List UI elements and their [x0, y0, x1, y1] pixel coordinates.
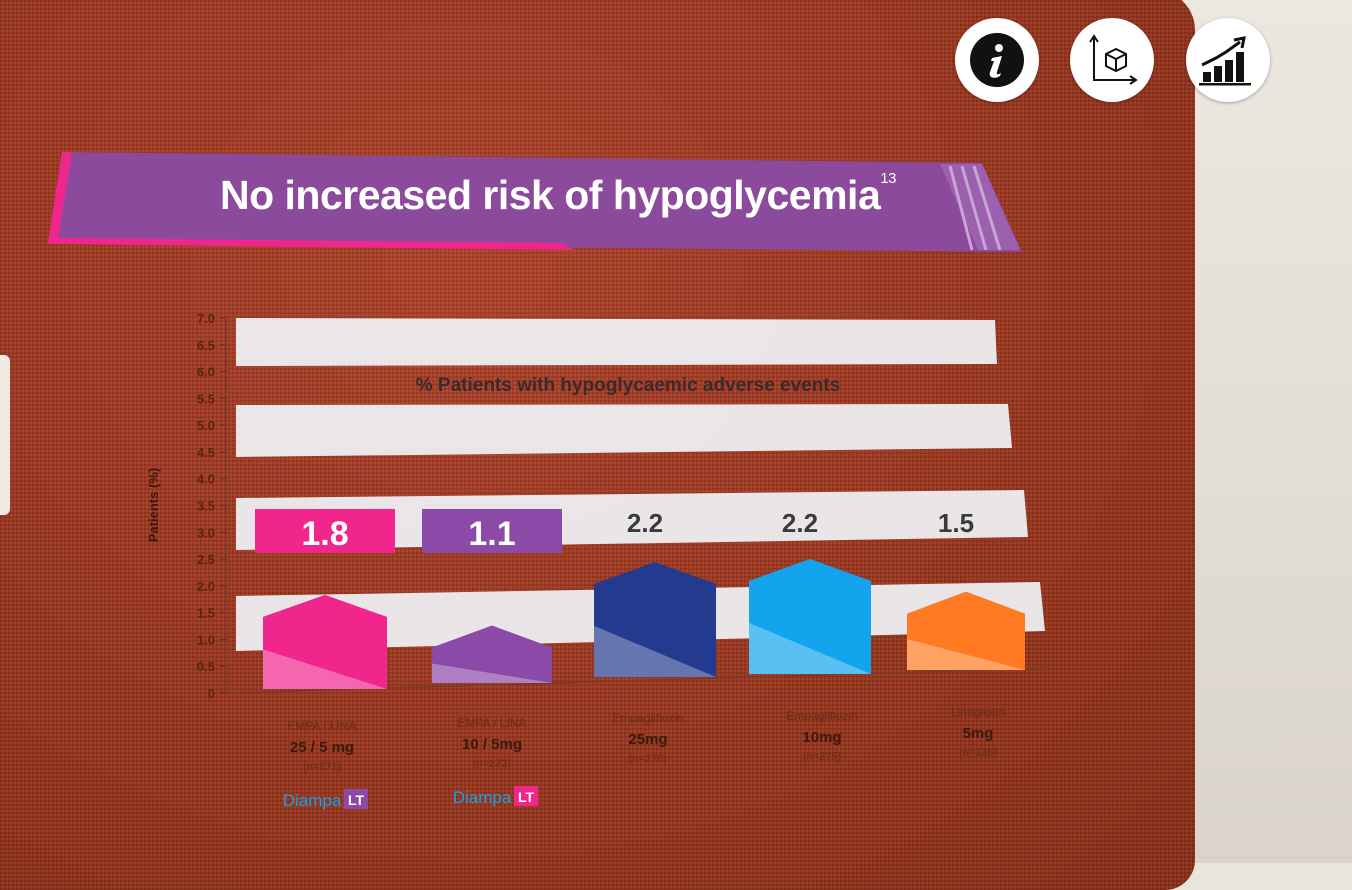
info-icon: [970, 33, 1024, 87]
y-tick-label: 3.5: [197, 499, 215, 514]
y-tick-label: 0: [208, 686, 215, 701]
category-n: (n=135): [959, 747, 997, 759]
chart-view-button[interactable]: [1186, 18, 1270, 102]
background-object: [0, 355, 10, 515]
bar: [907, 591, 1025, 670]
brand-badge: [514, 786, 538, 806]
y-tick-label: 3.0: [197, 525, 215, 540]
brand-logo: Diampa: [283, 791, 342, 810]
category-n: (n=271): [303, 761, 341, 773]
y-tick-label: 5.0: [197, 418, 215, 433]
category-name: Linagliptin: [951, 705, 1005, 719]
brand-logo: Diampa: [453, 788, 512, 807]
bar: [594, 562, 716, 677]
category-name: EMPA / LINA: [287, 719, 356, 733]
y-tick-label: 0.5: [197, 659, 215, 674]
3d-view-button[interactable]: [1070, 18, 1154, 102]
bar: [432, 625, 552, 683]
chart-title: % Patients with hypoglycaemic adverse ev…: [416, 375, 841, 396]
bar-shade: [263, 649, 387, 689]
bar-shade: [749, 622, 871, 674]
y-tick-label: 5.5: [197, 391, 215, 406]
grid-band: [236, 318, 997, 366]
banner-title: No increased risk of hypoglycemia13: [220, 170, 896, 218]
y-tick-label: 6.0: [197, 365, 215, 380]
info-button[interactable]: [955, 18, 1039, 102]
y-tick-label: 1.0: [197, 632, 215, 647]
category-dose: 25mg: [628, 731, 667, 748]
y-tick-label: 1.5: [197, 606, 215, 621]
cube-axes-icon: [1089, 34, 1138, 85]
grid-band: [236, 404, 1012, 457]
category-name: EMPA / LINA: [457, 716, 526, 730]
y-tick-label: 2.5: [197, 552, 215, 567]
bar: [263, 594, 387, 689]
growth-chart-icon: [1199, 36, 1251, 86]
value-label: 1.8: [301, 515, 348, 553]
value-label: 1.5: [938, 508, 974, 538]
bar-shade: [432, 663, 552, 683]
y-tick-label: 7.0: [197, 311, 215, 326]
category-dose: 10mg: [802, 729, 841, 746]
category-dose: 5mg: [963, 725, 994, 742]
bar: [749, 559, 871, 674]
y-tick-label: 4.0: [197, 472, 215, 487]
y-tick-label: 6.5: [197, 338, 215, 353]
bar-shade: [594, 625, 716, 677]
title-banner: [48, 152, 1022, 252]
value-label-badge: [422, 509, 562, 553]
category-dose: 10 / 5mg: [462, 736, 522, 753]
bar-shade: [907, 638, 1025, 670]
category-dose: 25 / 5 mg: [290, 739, 354, 756]
y-tick-label: 2.0: [197, 579, 215, 594]
brand-badge: [344, 789, 368, 809]
brand-badge-text: LT: [348, 792, 365, 808]
category-n: (n=275): [803, 751, 841, 763]
category-name: Empagliflozin: [612, 711, 683, 725]
value-label: 1.1: [468, 515, 515, 553]
category-name: Empagliflozin: [786, 709, 857, 723]
y-axis-label: Patients (%): [146, 468, 161, 542]
y-tick-label: 4.5: [197, 445, 215, 460]
value-label-badge: [255, 509, 395, 553]
category-n: (n=276): [629, 753, 667, 765]
bar-chart: % Patients with hypoglycaemic adverse ev…: [146, 311, 1051, 810]
value-label: 2.2: [627, 508, 663, 538]
category-n: (n=272): [473, 758, 511, 770]
value-label: 2.2: [782, 508, 818, 538]
brand-badge-text: LT: [518, 789, 535, 805]
